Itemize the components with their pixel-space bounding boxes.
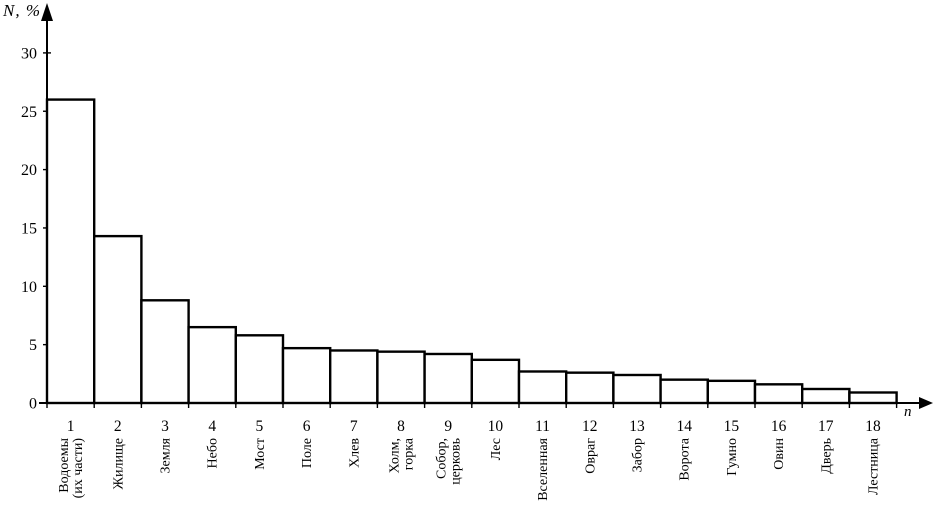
y-tick-label: 0: [29, 396, 37, 413]
category-label: Хлев: [347, 438, 362, 468]
bar: [706, 379, 757, 405]
x-tick-label: 5: [256, 418, 264, 435]
x-tick-label: 11: [535, 418, 550, 435]
category-label: Овин: [772, 438, 787, 470]
x-tick-label: 14: [676, 418, 692, 435]
bar: [92, 234, 143, 405]
y-tick-label: 20: [21, 162, 37, 179]
bar: [612, 373, 662, 405]
x-tick-label: 3: [161, 418, 169, 435]
bar: [848, 391, 898, 405]
category-label: Дверь: [819, 438, 834, 474]
x-tick-label: 8: [397, 418, 405, 435]
category-label: Забор: [631, 438, 646, 472]
bar: [801, 387, 851, 405]
category-label: Небо: [206, 438, 221, 468]
bar: [376, 350, 426, 405]
y-tick-label: 5: [29, 337, 37, 354]
x-tick-label: 7: [350, 418, 358, 435]
category-label: Лес: [489, 438, 504, 460]
bar: [517, 370, 568, 405]
category-label: Вселенная: [536, 437, 551, 500]
x-tick-label: 10: [488, 418, 504, 435]
y-tick-label: 30: [21, 45, 37, 62]
x-axis-title: n: [904, 404, 912, 420]
x-tick-label: 12: [582, 418, 598, 435]
bar: [470, 358, 521, 405]
bar: [187, 325, 238, 405]
bar: [140, 299, 190, 405]
x-axis-arrow-icon: [919, 397, 933, 409]
y-tick-label: 25: [21, 104, 37, 121]
x-tick-label: 15: [724, 418, 740, 435]
x-tick-label: 17: [818, 418, 834, 435]
x-tick-label: 13: [629, 418, 645, 435]
bar: [329, 349, 379, 405]
category-label: Мост: [253, 438, 268, 470]
bar: [659, 378, 709, 405]
y-tick-label: 15: [21, 220, 37, 237]
bar: [423, 352, 474, 405]
x-tick-label: 18: [865, 418, 881, 435]
bar: [565, 371, 615, 405]
category-label: Гумно: [725, 438, 740, 476]
category-label: Земля: [159, 437, 174, 473]
x-tick-label: 6: [303, 418, 311, 435]
category-label: Овраг: [583, 438, 598, 474]
x-tick-label: 1: [67, 418, 75, 435]
bar: [753, 383, 804, 405]
y-axis-title: N, %: [3, 1, 41, 20]
x-tick-label: 16: [771, 418, 787, 435]
bar: [234, 334, 285, 405]
category-label: Ворота: [678, 437, 693, 480]
category-label: Поле: [300, 438, 315, 468]
category-label: (их части): [71, 438, 86, 499]
category-label: Водоемы: [57, 437, 72, 492]
category-label: Собор,: [435, 438, 450, 479]
x-tick-label: 2: [114, 418, 122, 435]
category-label: Лестница: [867, 437, 882, 495]
bar: [45, 98, 96, 405]
bar: [281, 346, 332, 405]
category-label: Жилище: [111, 438, 126, 490]
x-tick-label: 4: [208, 418, 216, 435]
category-label: горка: [402, 437, 417, 470]
x-tick-label: 9: [444, 418, 452, 435]
y-tick-label: 10: [21, 279, 37, 296]
y-axis-arrow-icon: [41, 3, 53, 21]
category-label: Холм,: [388, 438, 403, 473]
category-label: церковь: [449, 438, 464, 485]
